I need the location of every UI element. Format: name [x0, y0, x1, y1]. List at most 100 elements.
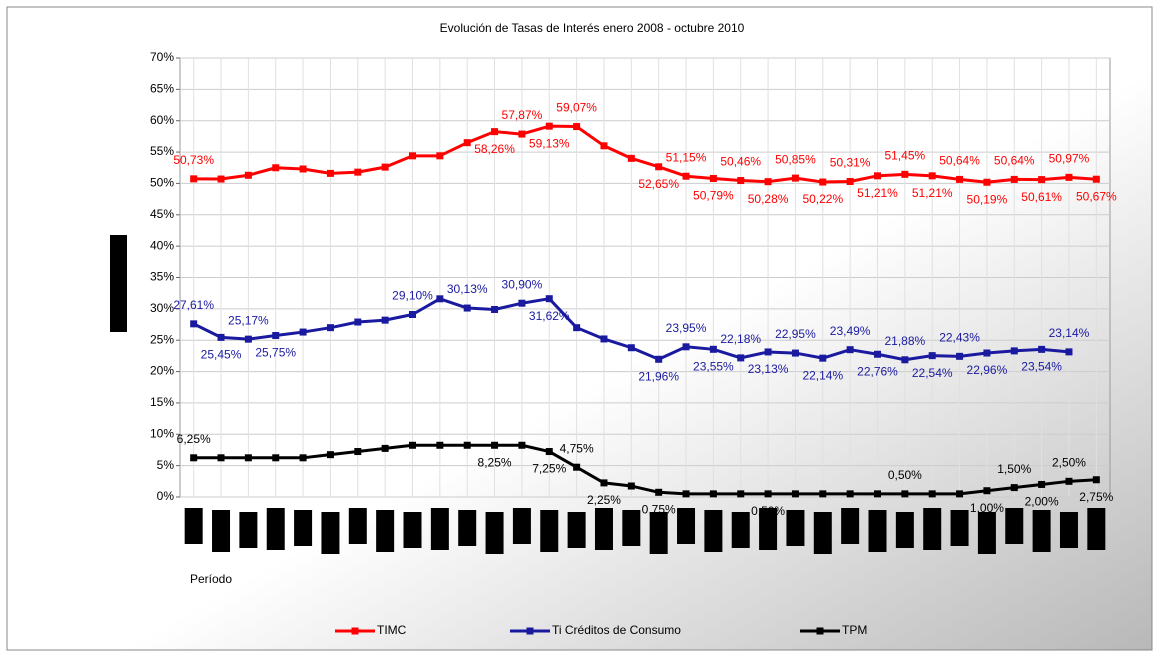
point-marker [409, 311, 416, 319]
y-tick-label: 55% [150, 144, 174, 158]
redacted-x-label [1032, 510, 1051, 552]
point-marker [819, 178, 827, 186]
point-marker [381, 444, 389, 452]
point-marker [1010, 347, 1018, 355]
data-label: 22,43% [939, 331, 980, 345]
data-label: 52,65% [638, 177, 679, 191]
data-label: 50,97% [1049, 152, 1090, 166]
point-marker [326, 169, 334, 177]
data-label: 23,49% [830, 324, 871, 338]
redacted-x-label [704, 510, 723, 552]
data-label: 50,73% [173, 153, 214, 167]
redacted-x-label [813, 512, 832, 554]
data-label: 50,28% [748, 192, 789, 206]
redacted-x-label [950, 510, 969, 546]
y-tick-label: 15% [150, 395, 174, 409]
point-marker [545, 295, 553, 303]
point-marker [627, 482, 635, 490]
redacted-x-label [731, 512, 750, 548]
redacted-x-label [567, 512, 586, 548]
point-marker [272, 164, 280, 172]
data-label: 50,64% [939, 154, 980, 168]
point-marker [709, 490, 717, 498]
data-label: 23,55% [693, 359, 734, 373]
y-tick-label: 50% [150, 176, 174, 190]
data-label: 50,79% [693, 189, 734, 203]
data-label: 1,50% [997, 462, 1031, 476]
data-label: 21,96% [638, 369, 679, 383]
point-marker [1038, 176, 1046, 184]
redacted-x-label [1005, 508, 1024, 544]
data-label: 50,67% [1076, 189, 1117, 203]
redacted-x-label [977, 512, 996, 554]
point-marker [600, 335, 608, 343]
point-marker [928, 490, 936, 498]
data-label: 25,45% [201, 348, 242, 362]
point-marker [1065, 173, 1073, 181]
point-marker [737, 354, 745, 362]
data-label: 31,62% [529, 309, 570, 323]
point-marker [901, 356, 909, 364]
data-label: 51,21% [912, 186, 953, 200]
point-marker [682, 343, 690, 351]
point-marker [764, 178, 772, 186]
point-marker [655, 355, 663, 363]
point-marker [463, 139, 471, 147]
point-marker [217, 333, 225, 341]
data-label: 30,13% [447, 282, 488, 296]
point-marker [491, 441, 499, 449]
redacted-x-label [759, 508, 778, 550]
point-marker [354, 318, 362, 326]
point-marker [600, 142, 608, 150]
data-label: 6,25% [177, 432, 211, 446]
point-marker [1010, 175, 1018, 183]
point-marker [436, 152, 444, 160]
point-marker [326, 451, 334, 459]
data-label: 2,25% [587, 493, 621, 507]
y-tick-label: 20% [150, 364, 174, 378]
point-marker [518, 441, 526, 449]
data-label: 22,95% [775, 327, 816, 341]
point-marker [655, 488, 663, 496]
redacted-x-label [458, 510, 477, 546]
point-marker [791, 174, 799, 182]
redacted-x-label [622, 510, 641, 546]
point-marker [518, 130, 526, 138]
point-marker [846, 346, 854, 354]
point-marker [545, 448, 553, 456]
data-label: 50,61% [1021, 190, 1062, 204]
point-marker [682, 172, 690, 180]
data-label: 23,14% [1049, 326, 1090, 340]
point-marker [1010, 484, 1018, 492]
point-marker [627, 344, 635, 352]
point-marker [190, 454, 198, 462]
series-line [193, 124, 1097, 184]
data-label: 0,50% [888, 468, 922, 482]
point-marker [846, 490, 854, 498]
data-label: 25,75% [255, 346, 296, 360]
redacted-x-label [677, 508, 696, 544]
point-marker [244, 171, 252, 179]
redacted-x-label [430, 508, 449, 550]
data-label: 0,75% [642, 502, 676, 516]
legend-marker [526, 627, 534, 635]
legend-marker [351, 627, 359, 635]
redacted-x-label [540, 510, 559, 552]
redacted-x-label [1087, 508, 1106, 550]
data-label: 58,26% [474, 142, 515, 156]
data-label: 30,90% [502, 277, 543, 291]
data-label: 23,54% [1021, 360, 1062, 374]
y-tick-label: 25% [150, 332, 174, 346]
redacted-x-label [403, 512, 422, 548]
x-axis-title: Período [190, 572, 232, 586]
redacted-x-label [923, 508, 942, 550]
point-marker [409, 441, 416, 449]
point-marker [573, 324, 581, 332]
point-marker [983, 487, 991, 495]
data-label: 25,17% [228, 313, 269, 327]
data-label: 23,95% [666, 321, 707, 335]
point-marker [354, 168, 362, 176]
data-label: 27,61% [173, 298, 214, 312]
redacted-x-label [512, 508, 531, 544]
